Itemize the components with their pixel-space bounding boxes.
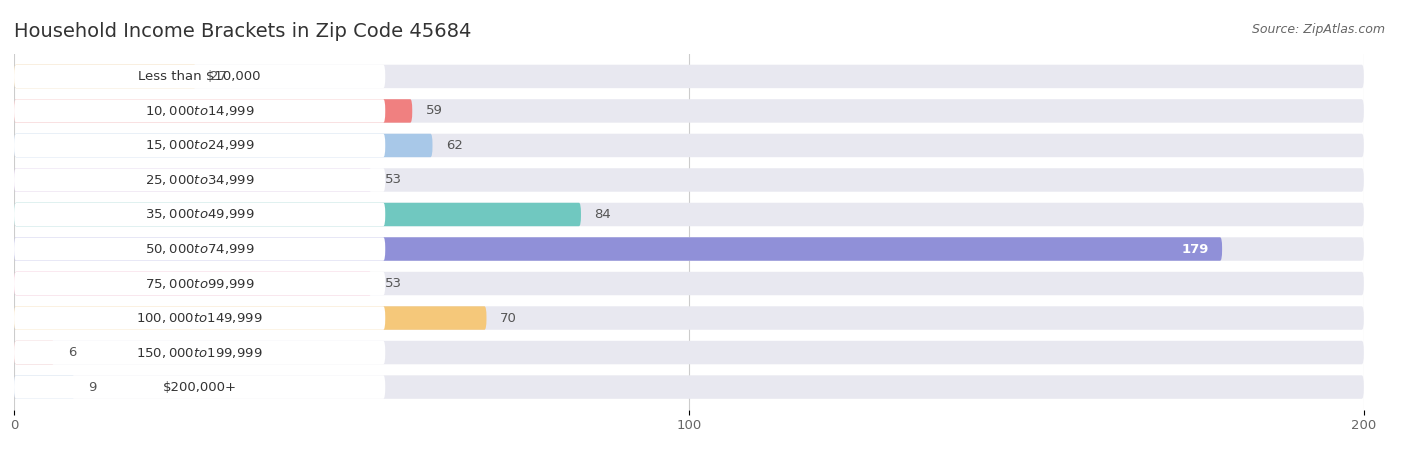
FancyBboxPatch shape xyxy=(14,203,581,226)
FancyBboxPatch shape xyxy=(14,134,433,157)
FancyBboxPatch shape xyxy=(14,168,371,192)
Text: 53: 53 xyxy=(385,277,402,290)
Text: $50,000 to $74,999: $50,000 to $74,999 xyxy=(145,242,254,256)
FancyBboxPatch shape xyxy=(14,65,1364,88)
FancyBboxPatch shape xyxy=(14,306,1364,330)
Text: $200,000+: $200,000+ xyxy=(163,381,236,394)
FancyBboxPatch shape xyxy=(14,203,385,226)
Text: $35,000 to $49,999: $35,000 to $49,999 xyxy=(145,207,254,221)
Text: 70: 70 xyxy=(501,311,517,324)
FancyBboxPatch shape xyxy=(14,375,75,399)
FancyBboxPatch shape xyxy=(14,237,1222,261)
FancyBboxPatch shape xyxy=(14,306,385,330)
FancyBboxPatch shape xyxy=(14,65,385,88)
Text: 9: 9 xyxy=(89,381,97,394)
FancyBboxPatch shape xyxy=(14,375,385,399)
FancyBboxPatch shape xyxy=(14,134,1364,157)
Text: 84: 84 xyxy=(595,208,612,221)
Text: Household Income Brackets in Zip Code 45684: Household Income Brackets in Zip Code 45… xyxy=(14,22,471,41)
FancyBboxPatch shape xyxy=(14,134,385,157)
Text: $100,000 to $149,999: $100,000 to $149,999 xyxy=(136,311,263,325)
Text: $15,000 to $24,999: $15,000 to $24,999 xyxy=(145,139,254,153)
Text: 62: 62 xyxy=(446,139,463,152)
FancyBboxPatch shape xyxy=(14,341,385,364)
Text: Less than $10,000: Less than $10,000 xyxy=(138,70,262,83)
FancyBboxPatch shape xyxy=(14,237,385,261)
FancyBboxPatch shape xyxy=(14,168,385,192)
Text: $10,000 to $14,999: $10,000 to $14,999 xyxy=(145,104,254,118)
FancyBboxPatch shape xyxy=(14,306,486,330)
FancyBboxPatch shape xyxy=(14,375,1364,399)
Text: 6: 6 xyxy=(67,346,76,359)
Text: $150,000 to $199,999: $150,000 to $199,999 xyxy=(136,346,263,360)
FancyBboxPatch shape xyxy=(14,99,1364,123)
Text: $25,000 to $34,999: $25,000 to $34,999 xyxy=(145,173,254,187)
FancyBboxPatch shape xyxy=(14,99,385,123)
FancyBboxPatch shape xyxy=(14,272,1364,295)
FancyBboxPatch shape xyxy=(14,341,1364,364)
FancyBboxPatch shape xyxy=(14,203,1364,226)
FancyBboxPatch shape xyxy=(14,272,385,295)
Text: 27: 27 xyxy=(209,70,226,83)
FancyBboxPatch shape xyxy=(14,99,412,123)
Text: Source: ZipAtlas.com: Source: ZipAtlas.com xyxy=(1251,22,1385,36)
FancyBboxPatch shape xyxy=(14,168,1364,192)
FancyBboxPatch shape xyxy=(14,272,371,295)
FancyBboxPatch shape xyxy=(14,341,55,364)
FancyBboxPatch shape xyxy=(14,237,1364,261)
Text: $75,000 to $99,999: $75,000 to $99,999 xyxy=(145,276,254,291)
Text: 179: 179 xyxy=(1181,243,1209,256)
Text: 53: 53 xyxy=(385,174,402,186)
Text: 59: 59 xyxy=(426,104,443,117)
FancyBboxPatch shape xyxy=(14,65,197,88)
